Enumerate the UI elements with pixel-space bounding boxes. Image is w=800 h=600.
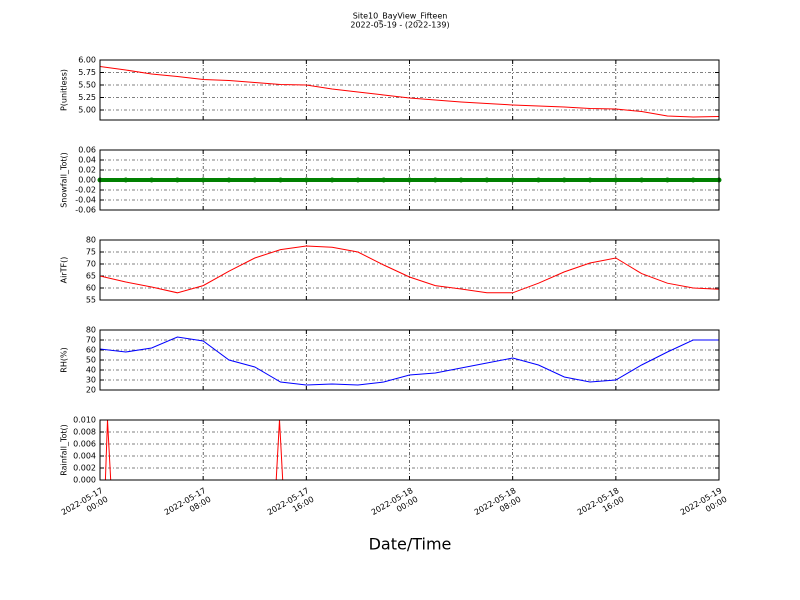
y-tick-label: 80 xyxy=(86,236,96,245)
y-tick-label: 0.00 xyxy=(78,176,96,185)
data-point xyxy=(252,177,258,183)
y-tick-label: 30 xyxy=(86,376,96,385)
y-axis-label: P(unitless) xyxy=(60,69,69,111)
data-point xyxy=(200,177,206,183)
data-line xyxy=(99,336,719,386)
y-tick-label: 65 xyxy=(86,272,96,281)
data-point xyxy=(561,177,567,183)
y-tick-label: -0.02 xyxy=(75,186,96,195)
data-point xyxy=(123,177,129,183)
x-axis-label: Date/Time xyxy=(369,535,452,554)
data-point xyxy=(174,177,180,183)
data-line xyxy=(99,245,720,294)
y-tick-label: 75 xyxy=(86,248,96,257)
y-tick-label: 6.00 xyxy=(78,56,96,65)
y-tick-label: 0.04 xyxy=(78,156,96,165)
y-tick-label: 5.00 xyxy=(78,106,96,115)
plot-frame xyxy=(99,419,720,481)
data-point xyxy=(458,177,464,183)
y-axis-label: Rainfall_Tot() xyxy=(60,424,69,476)
y-tick-label: 40 xyxy=(86,366,96,375)
y-tick-label: 0.000 xyxy=(73,476,96,485)
data-point xyxy=(690,177,696,183)
y-tick-label: 20 xyxy=(86,386,96,395)
y-tick-label: 70 xyxy=(86,260,96,269)
y-tick-label: 0.002 xyxy=(73,464,96,473)
data-point xyxy=(329,177,335,183)
y-tick-label: 60 xyxy=(86,346,96,355)
y-tick-label: 80 xyxy=(86,326,96,335)
chart-title: Site10_BayView_Fifteen xyxy=(353,12,448,21)
data-point xyxy=(639,177,645,183)
data-point xyxy=(407,177,412,183)
data-point xyxy=(226,177,232,183)
plot-frame xyxy=(99,149,720,211)
data-point xyxy=(355,177,361,183)
plot-frame xyxy=(99,239,720,301)
data-point xyxy=(613,177,619,183)
data-point xyxy=(149,177,155,183)
y-axis-label: Snowfall_Tot() xyxy=(60,152,69,208)
y-tick-label: 0.02 xyxy=(78,166,96,175)
y-tick-label: 0.004 xyxy=(73,452,96,461)
plot-frame xyxy=(99,329,720,391)
data-point xyxy=(303,177,309,183)
y-axis-label: AirTF() xyxy=(60,257,69,284)
y-tick-label: 70 xyxy=(86,336,96,345)
y-tick-label: 5.75 xyxy=(78,68,96,77)
chart-subtitle: 2022-05-19 - (2022-139) xyxy=(350,21,449,30)
y-tick-label: 0.010 xyxy=(73,416,96,425)
y-tick-label: 5.25 xyxy=(78,93,96,102)
data-point xyxy=(484,177,490,183)
y-tick-label: 5.50 xyxy=(78,81,96,90)
data-point xyxy=(535,177,541,183)
y-tick-label: 55 xyxy=(86,296,96,305)
y-axis-label: RH(%) xyxy=(60,347,69,372)
y-tick-label: -0.04 xyxy=(75,196,96,205)
y-tick-label: 50 xyxy=(86,356,96,365)
data-point xyxy=(664,177,670,183)
y-tick-label: 0.006 xyxy=(73,440,96,449)
y-tick-label: 0.06 xyxy=(78,146,96,155)
data-point xyxy=(278,177,284,183)
data-point xyxy=(510,177,516,183)
y-tick-label: 60 xyxy=(86,284,96,293)
y-tick-label: 0.008 xyxy=(73,428,96,437)
data-point xyxy=(587,177,593,183)
data-point xyxy=(432,177,438,183)
data-line xyxy=(99,66,720,118)
y-tick-label: -0.06 xyxy=(75,206,96,215)
plot-frame xyxy=(99,59,720,121)
data-point xyxy=(381,177,387,183)
